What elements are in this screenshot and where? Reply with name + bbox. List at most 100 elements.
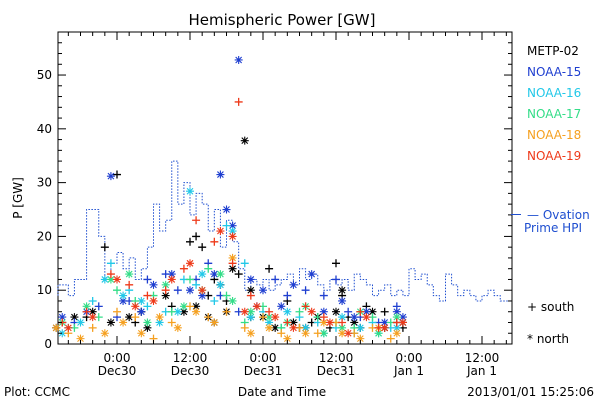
legend: METP-02 NOAA-15 NOAA-16 NOAA-17 NOAA-18 NOAA-…: [527, 44, 581, 163]
noaa-18-north-point: [52, 323, 61, 332]
noaa-15-south-point: [173, 286, 182, 295]
metp-02-south-point: [265, 264, 274, 273]
metp-02-north-point: [125, 313, 134, 322]
metp-02-north-point: [143, 323, 152, 332]
noaa-16-south-point: [210, 296, 219, 305]
metp-02-north-point: [338, 286, 347, 295]
noaa-19-north-point: [131, 302, 140, 311]
y-tick-label: 40: [37, 122, 52, 136]
noaa-17-north-point: [392, 313, 401, 322]
noaa-18-south-point: [313, 329, 322, 338]
ovation-legend-line2: Prime HPI: [524, 221, 582, 235]
noaa-17-north-point: [265, 313, 274, 322]
noaa-15-north-point: [234, 55, 243, 64]
noaa-19-north-point: [198, 286, 207, 295]
legend-entry-noaa-17: NOAA-17: [527, 107, 581, 121]
y-tick-label: 30: [37, 176, 52, 190]
noaa-15-south-point: [344, 307, 353, 316]
noaa-17-north-point: [228, 296, 237, 305]
noaa-19-south-point: [356, 307, 365, 316]
y-tick-label: 0: [44, 337, 52, 351]
metp-02-south-point: [234, 270, 243, 279]
legend-entry-metp-02: METP-02: [527, 44, 579, 58]
noaa-16-north-point: [155, 318, 164, 327]
noaa-17-north-point: [125, 270, 134, 279]
noaa-18-north-point: [301, 329, 310, 338]
axes: 010203040500:00Dec3012:00Dec300:00Dec311…: [37, 31, 512, 378]
metp-02-north-point: [271, 323, 280, 332]
noaa-17-south-point: [222, 291, 231, 300]
noaa-16-north-point: [58, 329, 67, 338]
noaa-18-north-point: [192, 307, 201, 316]
x-tick-date-label: Jan 1: [466, 364, 497, 378]
noaa-16-north-point: [100, 275, 109, 284]
x-tick-time-label: 0:00: [104, 351, 131, 365]
noaa-15-north-point: [137, 307, 146, 316]
metp-02-north-point: [70, 313, 79, 322]
metp-02-north-point: [240, 136, 249, 145]
noaa-16-south-point: [106, 259, 115, 268]
noaa-16-north-point: [338, 313, 347, 322]
noaa-16-north-point: [356, 323, 365, 332]
noaa-16-north-point: [173, 307, 182, 316]
noaa-18-north-point: [265, 323, 274, 332]
noaa-15-north-point: [307, 270, 316, 279]
noaa-18-north-point: [155, 313, 164, 322]
metp-02-north-point: [350, 318, 359, 327]
metp-02-south-point: [186, 237, 194, 246]
noaa-19-north-point: [228, 232, 237, 241]
x-tick-date-label: Jan 1: [393, 364, 424, 378]
noaa-19-south-point: [192, 216, 201, 225]
noaa-15-north-point: [210, 270, 219, 279]
x-tick-time-label: 12:00: [173, 351, 208, 365]
noaa-19-north-point: [216, 227, 225, 236]
noaa-17-north-point: [82, 302, 91, 311]
noaa-15-north-point: [277, 302, 286, 311]
noaa-19-north-point: [88, 313, 97, 322]
noaa-18-south-point: [186, 302, 194, 311]
legend-entry-noaa-18: NOAA-18: [527, 128, 581, 142]
metp-02-north-point: [289, 318, 298, 327]
y-tick-label: 10: [37, 283, 52, 297]
noaa-19-north-point: [167, 275, 176, 284]
noaa-15-north-point: [289, 280, 298, 289]
noaa-18-south-point: [386, 334, 395, 343]
noaa-19-north-point: [398, 318, 407, 327]
noaa-19-north-point: [186, 259, 194, 268]
noaa-19-south-point: [125, 280, 134, 289]
noaa-15-north-point: [149, 280, 158, 289]
metp-02-south-point: [192, 232, 201, 241]
noaa-15-north-point: [106, 172, 115, 181]
x-tick-date-label: Dec31: [244, 364, 283, 378]
noaa-15-north-point: [259, 286, 267, 295]
noaa-18-south-point: [222, 307, 231, 316]
noaa-19-south-point: [234, 97, 243, 106]
noaa-16-south-point: [88, 296, 97, 305]
noaa-18-south-point: [204, 313, 213, 322]
north-marker-legend: * north: [527, 332, 569, 346]
noaa-15-north-point: [222, 205, 231, 214]
metp-02-north-point: [228, 264, 237, 273]
metp-02-north-point: [246, 286, 255, 295]
noaa-17-north-point: [161, 280, 170, 289]
metp-02-south-point: [113, 170, 121, 179]
noaa-15-north-point: [392, 307, 401, 316]
noaa-15-north-point: [246, 275, 255, 284]
noaa-18-north-point: [246, 329, 255, 338]
noaa-15-north-point: [319, 307, 328, 316]
noaa-19-south-point: [143, 291, 152, 300]
noaa-16-north-point: [301, 323, 310, 332]
noaa-19-south-point: [283, 318, 292, 327]
noaa-18-south-point: [167, 318, 176, 327]
y-tick-label: 50: [37, 68, 52, 82]
noaa-18-south-point: [259, 313, 267, 322]
noaa-15-south-point: [319, 291, 328, 300]
plot-border: [57, 31, 513, 345]
legend-entry-noaa-19: NOAA-19: [527, 149, 581, 163]
noaa-18-north-point: [319, 318, 328, 327]
legend-entry-noaa-15: NOAA-15: [527, 65, 581, 79]
noaa-17-north-point: [106, 275, 115, 284]
noaa-18-south-point: [88, 323, 97, 332]
noaa-17-south-point: [167, 307, 176, 316]
noaa-17-south-point: [186, 275, 194, 284]
